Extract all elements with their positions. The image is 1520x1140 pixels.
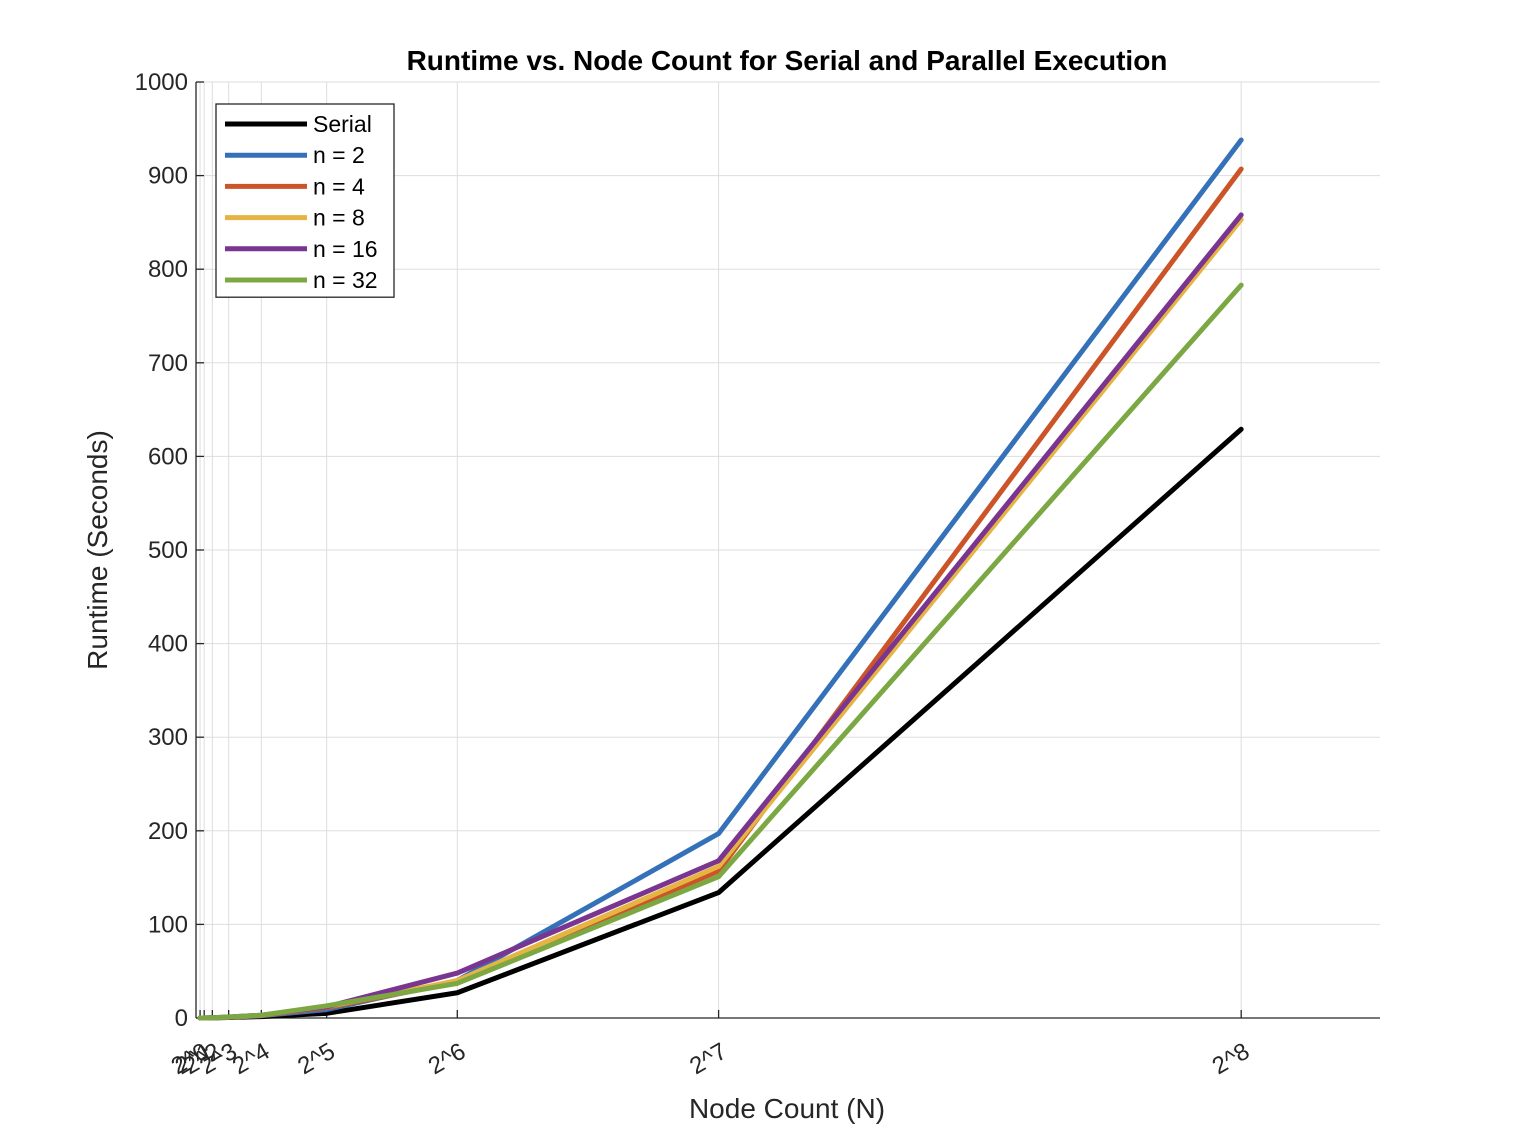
chart-title: Runtime vs. Node Count for Serial and Pa… <box>407 45 1168 76</box>
y-axis-label: Runtime (Seconds) <box>82 430 113 670</box>
y-tick-label: 100 <box>148 911 188 938</box>
y-tick-label: 200 <box>148 818 188 845</box>
legend-entry: n = 4 <box>313 173 365 199</box>
x-tick-label: 2^6 <box>424 1038 470 1080</box>
series-line-0 <box>197 426 1244 1021</box>
legend-entry: n = 2 <box>313 142 365 168</box>
x-axis-label: Node Count (N) <box>689 1093 885 1124</box>
y-tick-label: 800 <box>148 256 188 283</box>
series-line-5 <box>197 282 1244 1021</box>
x-tick-label: 2^8 <box>1208 1038 1254 1080</box>
series-line-4 <box>197 212 1244 1021</box>
legend-entry: Serial <box>313 111 372 137</box>
y-tick-label: 1000 <box>135 69 188 96</box>
y-tick-label: 0 <box>175 1005 188 1032</box>
y-tick-label: 600 <box>148 443 188 470</box>
series-lines <box>197 137 1244 1021</box>
x-tick-label: 2^5 <box>293 1038 339 1080</box>
series-line-3 <box>197 217 1244 1021</box>
y-tick-label: 500 <box>148 537 188 564</box>
x-tick-label: 2^4 <box>228 1038 274 1080</box>
y-tick-label: 900 <box>148 163 188 190</box>
legend-entry: n = 32 <box>313 267 378 293</box>
axes: 010020030040050060070080090010002^02^12^… <box>135 69 1380 1080</box>
legend-entry: n = 8 <box>313 205 365 231</box>
legend: Serial n = 2 n = 4 n = 8 n = 16 n = 32 <box>215 103 395 298</box>
legend-entry: n = 16 <box>313 236 378 262</box>
y-tick-label: 700 <box>148 350 188 377</box>
grid <box>196 81 1380 1019</box>
legend-box <box>215 103 395 298</box>
x-tick-label: 2^7 <box>685 1038 731 1080</box>
y-tick-label: 400 <box>148 631 188 658</box>
y-tick-label: 300 <box>148 724 188 751</box>
